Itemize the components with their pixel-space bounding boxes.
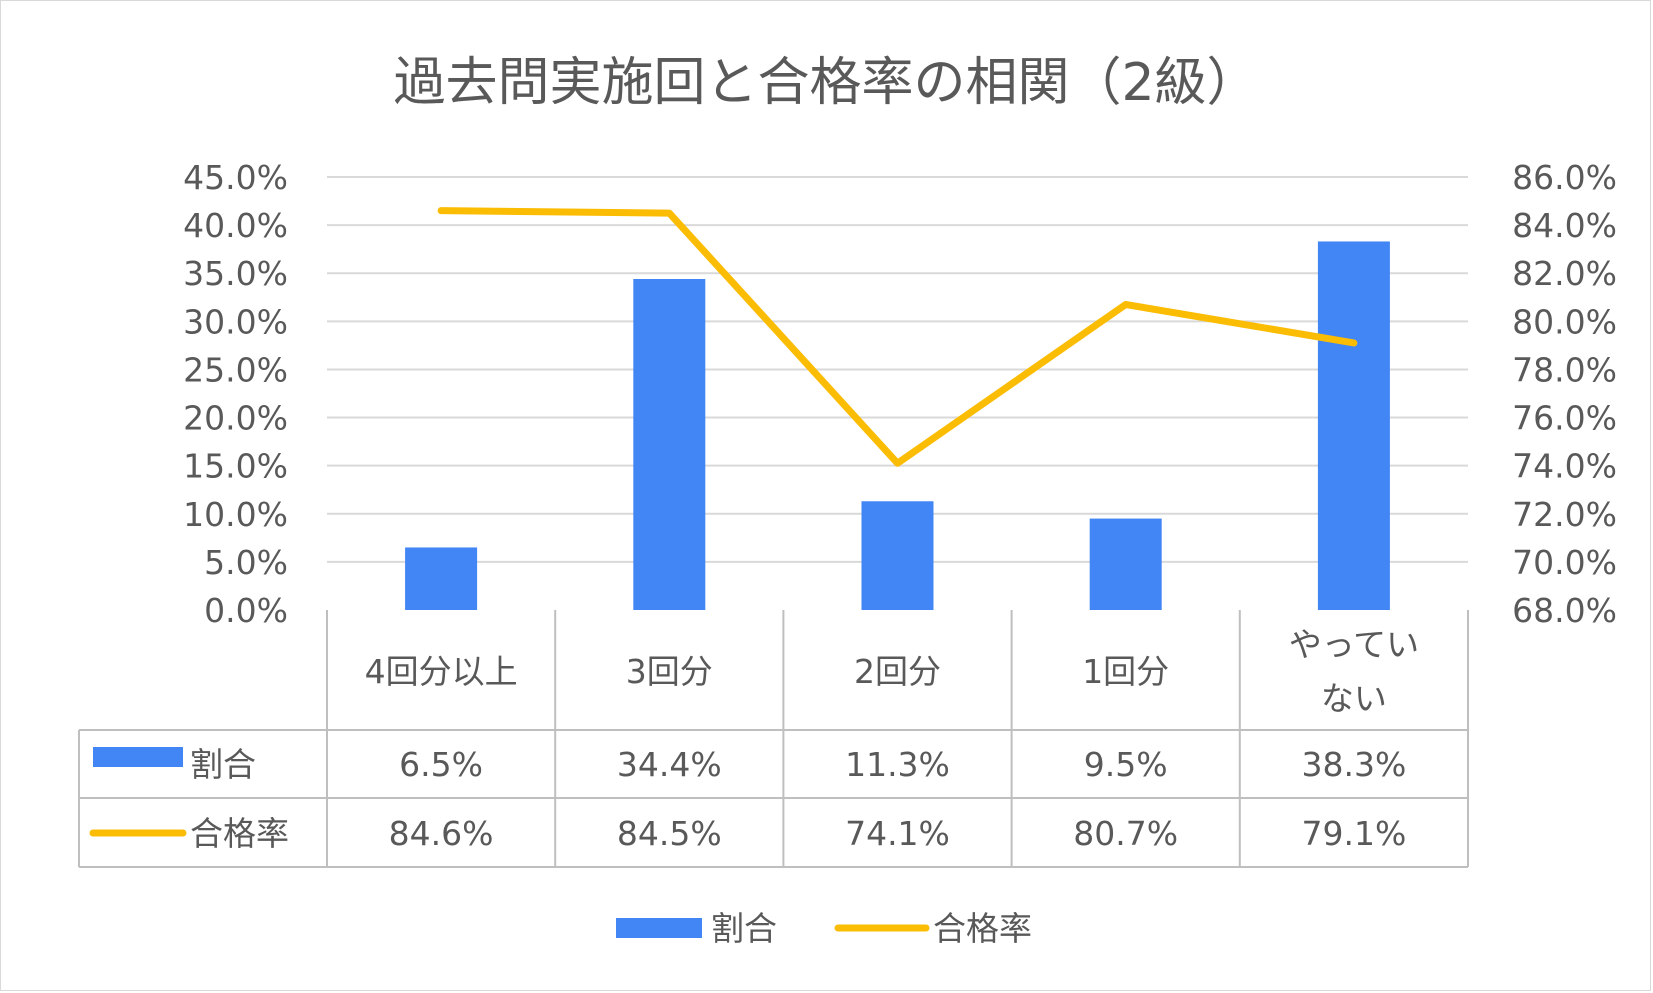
table-cell: 6.5% <box>399 745 483 784</box>
category-label: 3回分 <box>626 652 713 691</box>
right-tick-label: 72.0% <box>1512 495 1617 534</box>
table-cell: 79.1% <box>1301 814 1406 853</box>
bar <box>633 278 706 610</box>
right-tick-label: 76.0% <box>1512 399 1617 438</box>
table-cell: 74.1% <box>845 814 950 853</box>
table-cell: 84.6% <box>389 814 494 853</box>
right-tick-label: 82.0% <box>1512 254 1617 293</box>
left-tick-label: 30.0% <box>183 302 288 341</box>
left-tick-label: 5.0% <box>204 543 288 582</box>
legend: 割合 合格率 <box>616 909 1032 948</box>
right-tick-label: 68.0% <box>1512 591 1617 630</box>
legend-label: 割合 <box>711 909 777 948</box>
chart-title: 過去問実施回と合格率の相関（2級） <box>393 53 1258 113</box>
right-axis: 68.0% 70.0% 72.0% 74.0% 76.0% 78.0% 80.0% 82.0%… <box>1512 158 1617 630</box>
bar <box>1089 518 1162 610</box>
left-tick-label: 15.0% <box>183 447 288 486</box>
line-path <box>437 207 1358 467</box>
left-tick-label: 10.0% <box>183 495 288 534</box>
legend-label: 合格率 <box>933 909 1032 948</box>
category-label: 4回分以上 <box>365 652 518 691</box>
category-label: やっていない <box>1289 625 1419 718</box>
legend-bar-key <box>616 918 702 938</box>
table-cell: 11.3% <box>845 745 950 784</box>
table-row-label: 合格率 <box>190 814 289 853</box>
table-cell: 80.7% <box>1073 814 1178 853</box>
left-tick-label: 25.0% <box>183 350 288 389</box>
line-series <box>437 207 1358 467</box>
right-tick-label: 84.0% <box>1512 206 1617 245</box>
bar-series <box>405 241 1390 611</box>
gridlines <box>327 176 1468 563</box>
table-cell: 34.4% <box>617 745 722 784</box>
table-cell: 9.5% <box>1084 745 1168 784</box>
right-tick-label: 74.0% <box>1512 447 1617 486</box>
bar <box>405 547 478 610</box>
right-tick-label: 70.0% <box>1512 543 1617 582</box>
category-label: 2回分 <box>854 652 941 691</box>
category-label: 1回分 <box>1082 652 1169 691</box>
left-tick-label: 20.0% <box>183 399 288 438</box>
left-tick-label: 0.0% <box>204 591 288 630</box>
bar <box>861 501 934 610</box>
left-tick-label: 35.0% <box>183 254 288 293</box>
right-tick-label: 80.0% <box>1512 302 1617 341</box>
table-cell: 38.3% <box>1301 745 1406 784</box>
table-row-label: 割合 <box>190 745 256 784</box>
right-tick-label: 86.0% <box>1512 158 1617 197</box>
left-tick-label: 40.0% <box>183 206 288 245</box>
left-tick-label: 45.0% <box>183 158 288 197</box>
table-bar-key <box>93 747 183 767</box>
left-axis: 0.0% 5.0% 10.0% 15.0% 20.0% 25.0% 30.0% 35.0% 40… <box>183 158 288 630</box>
bar <box>1317 241 1390 611</box>
category-label-line: やってい <box>1289 625 1419 664</box>
right-tick-label: 78.0% <box>1512 350 1617 389</box>
category-label-line: ない <box>1321 679 1387 718</box>
table-cell: 84.5% <box>617 814 722 853</box>
